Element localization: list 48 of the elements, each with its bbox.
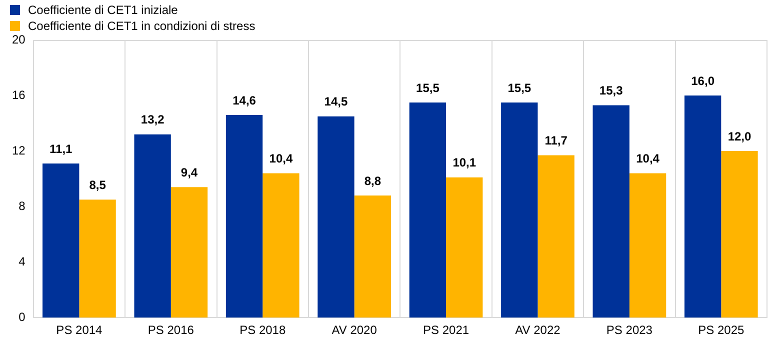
data-label: 10,1 <box>452 156 476 170</box>
bar <box>318 116 354 318</box>
data-label: 16,0 <box>691 74 715 88</box>
x-tick-label: PS 2021 <box>423 323 470 338</box>
bar <box>262 173 300 318</box>
data-label: 8,5 <box>89 178 106 192</box>
bar <box>501 102 538 318</box>
bar <box>134 134 171 318</box>
x-tick-label: PS 2025 <box>698 323 744 338</box>
bar <box>629 173 666 318</box>
bar <box>592 105 630 318</box>
y-tick-label: 20 <box>12 32 26 46</box>
data-label: 15,3 <box>599 84 624 98</box>
bar <box>684 96 722 318</box>
data-label: 13,2 <box>140 112 165 127</box>
data-label: 11,1 <box>50 142 73 156</box>
bar <box>446 177 483 318</box>
x-tick-label: PS 2016 <box>148 323 194 338</box>
data-label: 15,5 <box>416 80 440 95</box>
bar <box>226 114 263 318</box>
data-label: 11,7 <box>544 134 568 148</box>
x-tick-label: PS 2014 <box>56 323 103 338</box>
data-label: 10,4 <box>269 152 293 166</box>
legend-label: Coefficiente di CET1 iniziale <box>28 3 178 17</box>
legend-label: Coefficiente di CET1 in condizioni di stress <box>28 19 256 33</box>
bar <box>79 200 116 318</box>
x-tick-label: PS 2018 <box>240 323 286 338</box>
x-tick-label: AV 2020 <box>332 323 378 338</box>
y-tick-label: 12 <box>12 143 26 158</box>
y-tick-label: 4 <box>18 254 26 268</box>
bar <box>721 151 758 318</box>
bar <box>354 195 392 318</box>
data-label: 14,6 <box>232 93 256 108</box>
x-tick-label: PS 2023 <box>606 323 653 338</box>
data-label: 15,5 <box>508 80 532 95</box>
bar <box>170 187 208 318</box>
y-tick-label: 8 <box>18 198 26 213</box>
bar <box>42 164 80 318</box>
bar <box>409 102 446 318</box>
data-label: 12,0 <box>728 129 752 144</box>
x-tick-label: AV 2022 <box>515 323 561 338</box>
y-tick-label: 16 <box>12 88 26 102</box>
bar <box>538 155 574 318</box>
y-tick-label: 0 <box>18 310 26 324</box>
data-label: 8,8 <box>364 174 382 188</box>
data-label: 10,4 <box>636 152 660 166</box>
data-label: 14,5 <box>324 94 348 109</box>
data-label: 9,4 <box>180 165 198 180</box>
